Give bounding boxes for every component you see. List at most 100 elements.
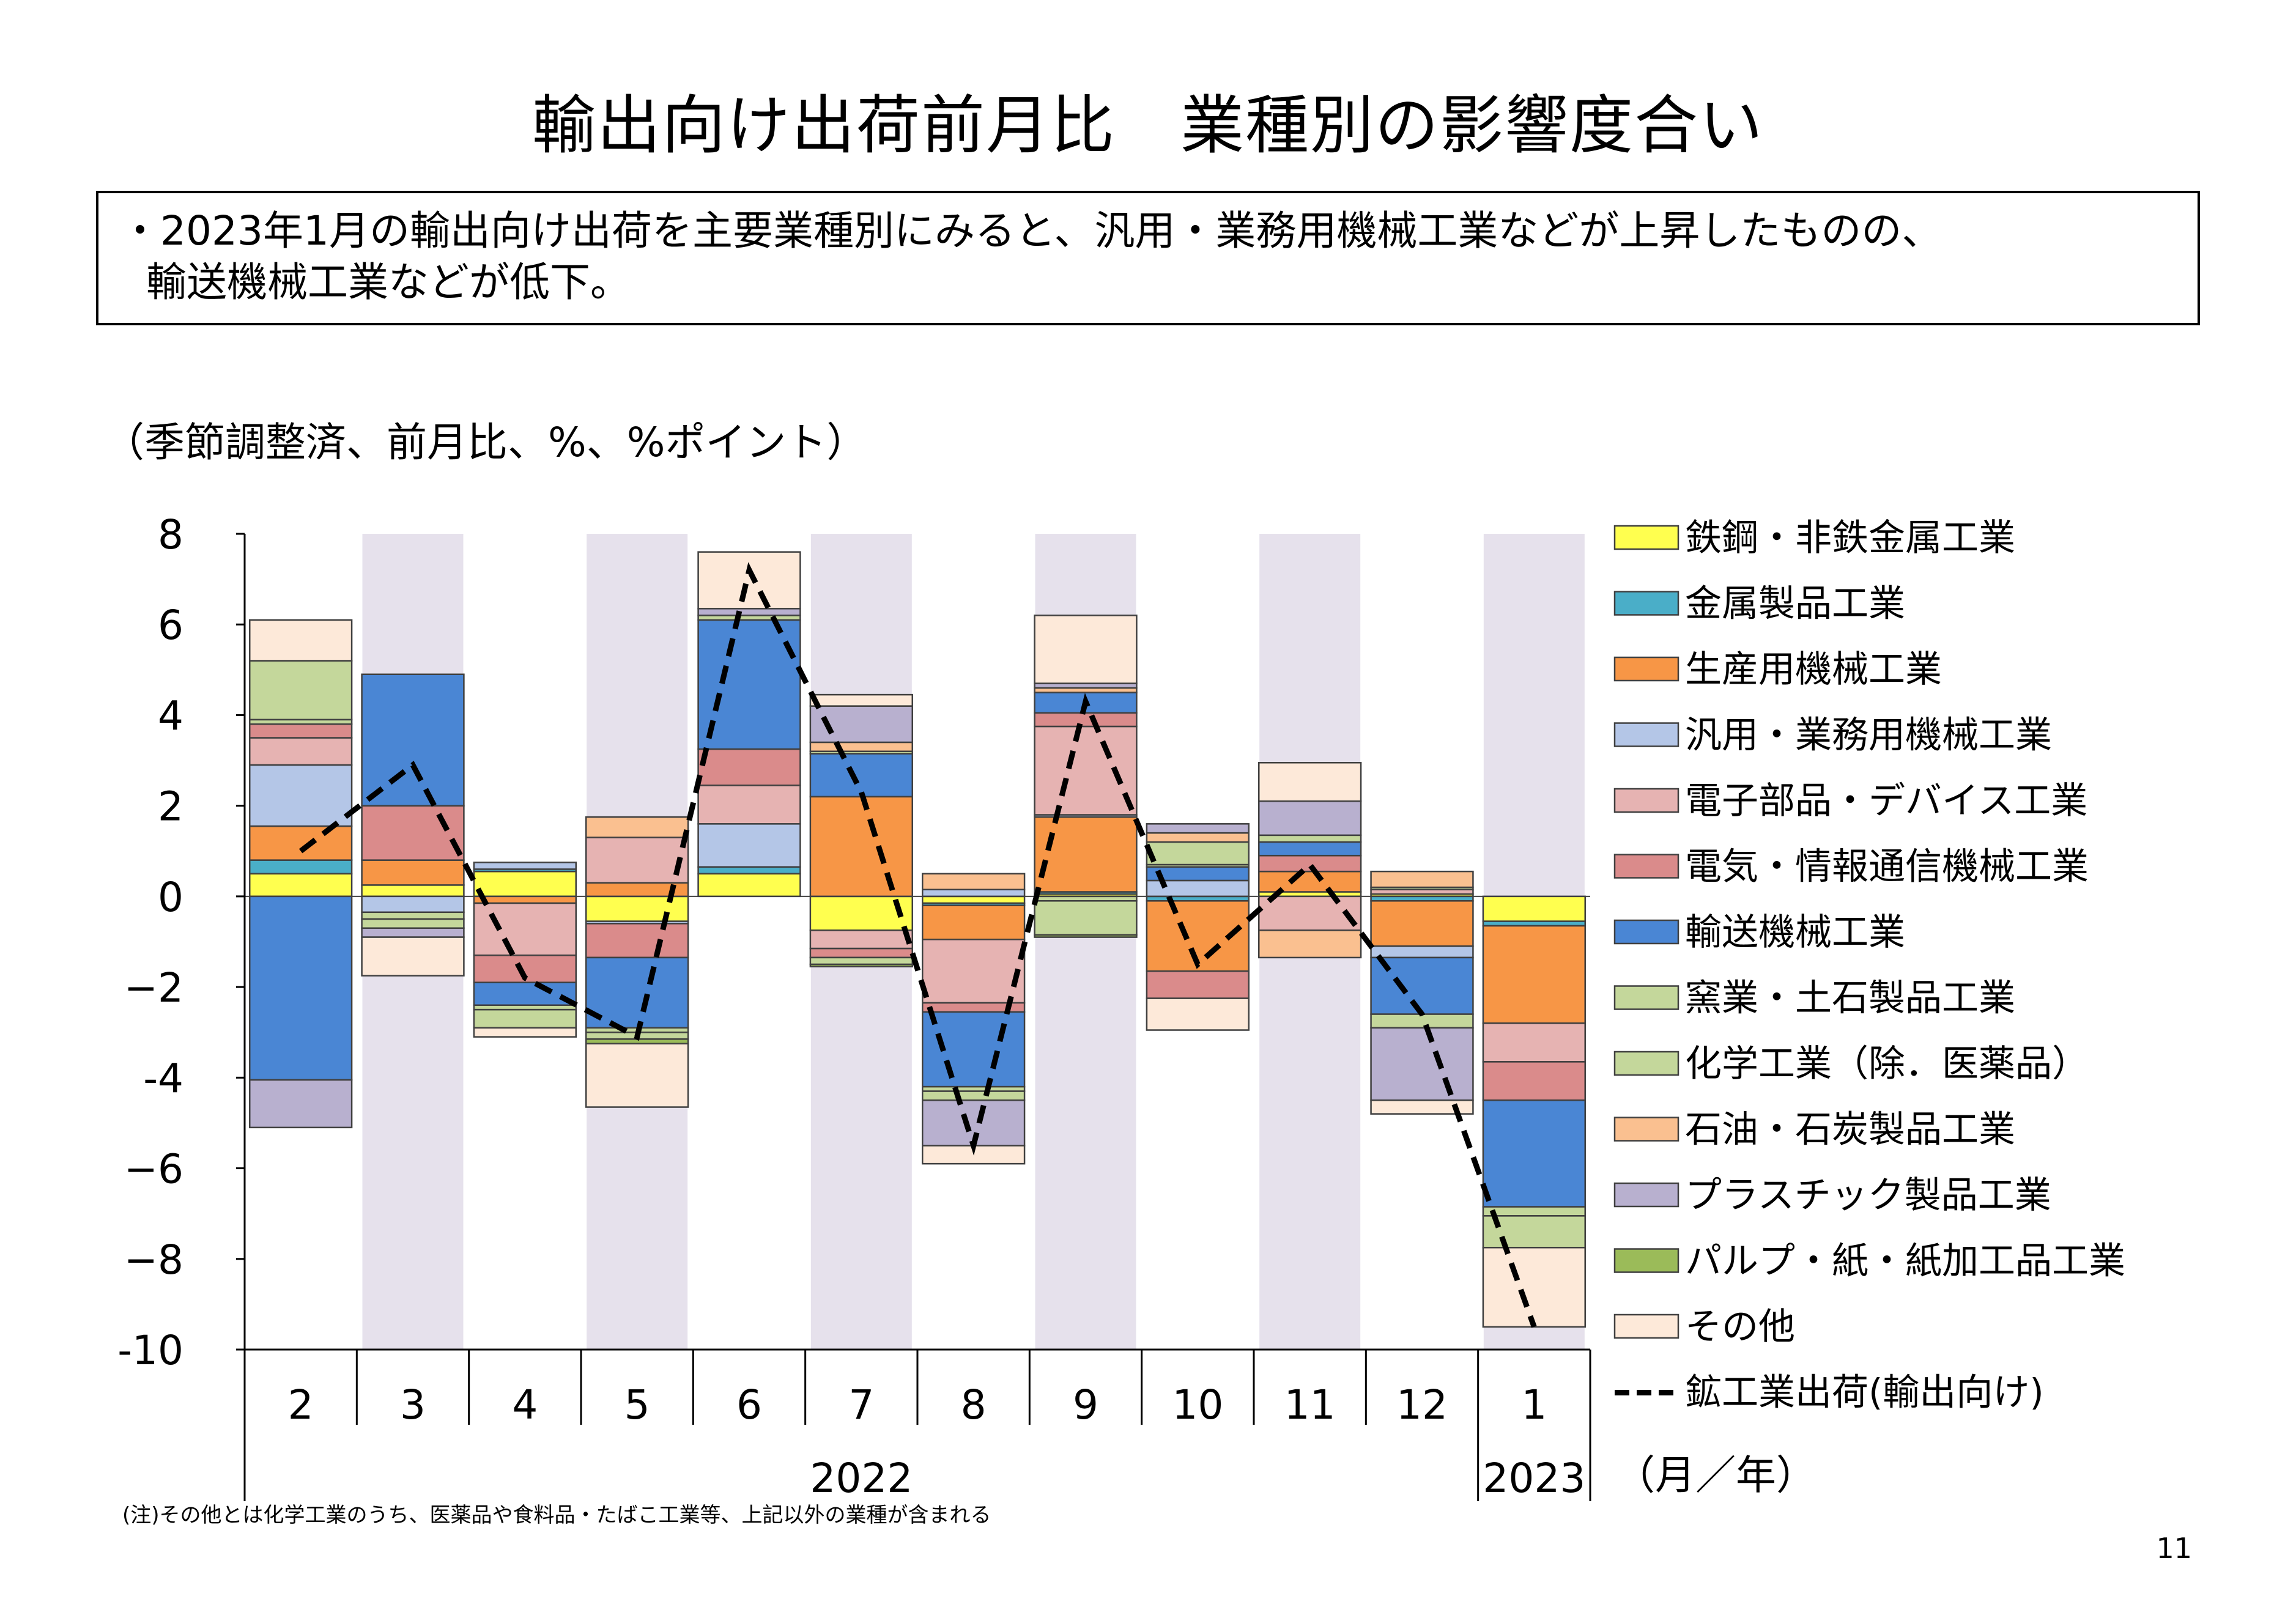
bar-segment-3-7 xyxy=(809,796,913,898)
x-tick-label: 6 xyxy=(736,1381,762,1428)
legend-swatch-2 xyxy=(1613,591,1679,616)
bar-segment-13-10 xyxy=(1146,997,1250,1031)
legend-swatch-9 xyxy=(1613,1051,1679,1076)
bar-segment-13-6 xyxy=(697,551,801,610)
bar-segment-8-1 xyxy=(1482,1206,1587,1217)
bar-segment-9-9 xyxy=(1034,900,1138,936)
slide-title: 輸出向け出荷前月比 業種別の影響度合い xyxy=(531,88,1764,163)
bar-segment-1-2 xyxy=(249,873,353,898)
bar-segment-5-5 xyxy=(585,837,689,884)
bar-segment-9-11 xyxy=(1258,834,1362,843)
x-tick-label: 2 xyxy=(288,1381,314,1428)
x-tick-label: 11 xyxy=(1284,1381,1336,1428)
bar-segment-7-5 xyxy=(585,956,689,1029)
bar-segment-6-9 xyxy=(1034,712,1138,728)
bar-segment-6-2 xyxy=(249,723,353,739)
bar-segment-7-11 xyxy=(1258,841,1362,857)
bar-segment-5-4 xyxy=(473,902,577,956)
bar-segment-12-9 xyxy=(1034,934,1138,938)
bar-segment-6-6 xyxy=(697,748,801,786)
bar-segment-7-1 xyxy=(1482,1099,1587,1208)
bar-segment-9-4 xyxy=(473,1008,577,1029)
bar-segment-9-1 xyxy=(1482,1215,1587,1249)
bar-segment-13-5 xyxy=(585,1043,689,1108)
bar-segment-3-4 xyxy=(473,895,577,904)
bar-segment-9-12 xyxy=(1370,1013,1474,1029)
legend-swatch-4 xyxy=(1613,722,1679,747)
bar-segment-3-8 xyxy=(922,904,1026,940)
legend-label-7: 輸送機械工業 xyxy=(1685,911,1905,954)
x-tick-label: 4 xyxy=(512,1381,538,1428)
bar-segment-11-2 xyxy=(249,1079,353,1129)
bar-segment-8-3 xyxy=(361,911,465,920)
bar-segment-2-2 xyxy=(249,859,353,875)
bar-segment-1-8 xyxy=(922,895,1026,904)
bar-segment-7-8 xyxy=(922,1011,1026,1088)
x-tick-label: 5 xyxy=(624,1381,650,1428)
legend-swatch-5 xyxy=(1613,788,1679,813)
summary-line-1: ・2023年1月の輸出向け出荷を主要業種別にみると、汎用・業務用機械工業などが上… xyxy=(120,207,1942,254)
bar-segment-2-6 xyxy=(697,866,801,875)
bar-segment-10-12 xyxy=(1370,870,1474,888)
bar-segment-1-4 xyxy=(473,870,577,898)
bar-segment-3-2 xyxy=(249,825,353,861)
bar-segment-5-9 xyxy=(1034,725,1138,816)
y-tick-label: 2 xyxy=(158,783,183,830)
legend-label-2: 金属製品工業 xyxy=(1685,583,1905,626)
y-tick-label: -10 xyxy=(117,1327,183,1374)
bar-segment-10-11 xyxy=(1258,929,1362,959)
bar-segment-1-6 xyxy=(697,873,801,898)
bar-segment-5-7 xyxy=(809,929,913,950)
legend-label-5: 電子部品・デバイス工業 xyxy=(1685,780,2087,822)
legend-swatch-13 xyxy=(1613,1313,1679,1339)
legend-label-11: プラスチック製品工業 xyxy=(1685,1174,2051,1217)
bar-segment-5-2 xyxy=(249,737,353,766)
legend-swatch-6 xyxy=(1613,854,1679,879)
unit-note: （季節調整済、前月比、%、%ポイント） xyxy=(104,419,867,466)
legend-swatch-10 xyxy=(1613,1117,1679,1142)
bar-segment-13-4 xyxy=(473,1027,577,1038)
summary-box: ・2023年1月の輸出向け出荷を主要業種別にみると、汎用・業務用機械工業などが上… xyxy=(96,191,2200,325)
bar-segment-13-2 xyxy=(249,619,353,662)
bar-segment-6-10 xyxy=(1146,970,1250,999)
x-tick-label: 12 xyxy=(1396,1381,1448,1428)
year-label: 2022 xyxy=(810,1455,913,1502)
bar-segment-1-3 xyxy=(361,884,465,898)
bar-segment-13-12 xyxy=(1370,1099,1474,1115)
x-tick-label: 8 xyxy=(961,1381,987,1428)
legend-swatch-3 xyxy=(1613,656,1679,682)
bar-segment-4-6 xyxy=(697,823,801,868)
legend-label-10: 石油・石炭製品工業 xyxy=(1685,1109,2015,1151)
bar-segment-5-6 xyxy=(697,785,801,825)
bar-segment-6-5 xyxy=(585,923,689,959)
legend-label-8: 窯業・土石製品工業 xyxy=(1685,977,2015,1020)
bar-segment-9-7 xyxy=(809,956,913,966)
bar-segment-13-7 xyxy=(809,693,913,707)
bar-segment-4-3 xyxy=(361,895,465,914)
legend-swatch-8 xyxy=(1613,985,1679,1010)
y-tick-label: −6 xyxy=(124,1146,183,1193)
bar-segment-3-1 xyxy=(1482,925,1587,1024)
bar-segment-3-9 xyxy=(1034,816,1138,893)
bar-segment-7-3 xyxy=(361,673,465,807)
summary-line-2: 輸送機械工業などが低下。 xyxy=(146,259,631,306)
year-label: 2023 xyxy=(1483,1455,1585,1502)
bar-segment-13-11 xyxy=(1258,762,1362,802)
y-tick-label: 4 xyxy=(158,692,183,739)
bar-segment-5-8 xyxy=(922,939,1026,1004)
bar-segment-7-4 xyxy=(473,981,577,1007)
bar-segment-10-10 xyxy=(1146,832,1250,843)
legend-swatch-1 xyxy=(1613,525,1679,550)
bar-segment-4-12 xyxy=(1370,945,1474,959)
bar-segment-12-7 xyxy=(809,963,913,968)
legend-label-3: 生産用機械工業 xyxy=(1685,648,1942,691)
bar-segment-11-12 xyxy=(1370,1027,1474,1101)
bar-segment-6-7 xyxy=(809,947,913,959)
y-tick-label: −2 xyxy=(124,964,183,1011)
page-number: 11 xyxy=(2156,1532,2192,1565)
footnote: (注)その他とは化学工業のうち、医薬品や食料品・たばこ工業等、上記以外の業種が含… xyxy=(122,1503,991,1527)
bar-segment-1-5 xyxy=(585,895,689,922)
bar-segment-10-8 xyxy=(922,873,1026,891)
bar-segment-11-6 xyxy=(697,608,801,616)
